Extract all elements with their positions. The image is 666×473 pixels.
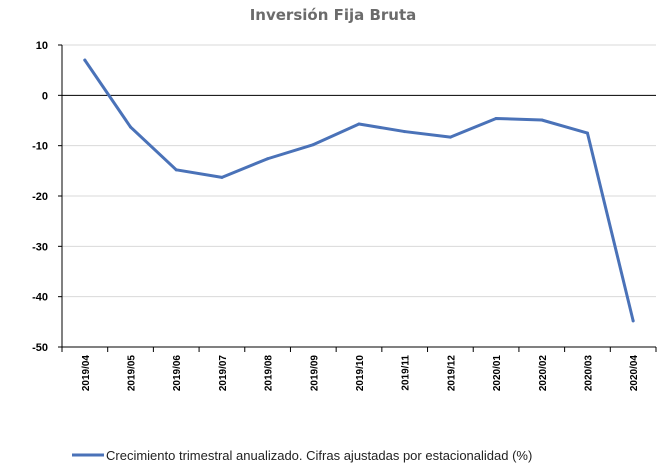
data-point — [403, 130, 407, 134]
data-point — [220, 175, 224, 179]
data-point — [311, 143, 315, 147]
x-tick-label: 2020/04 — [629, 355, 640, 392]
data-point — [129, 125, 133, 129]
x-tick-label: 2019/07 — [218, 355, 229, 392]
data-point — [83, 58, 87, 62]
series-layer — [83, 58, 635, 323]
data-point — [357, 122, 361, 126]
x-tick-label: 2020/02 — [538, 355, 549, 392]
data-point — [448, 135, 452, 139]
y-tick-label: -30 — [32, 241, 48, 253]
legend: Crecimiento trimestral anualizado. Cifra… — [72, 448, 532, 463]
data-point — [540, 118, 544, 122]
chart-title: Inversión Fija Bruta — [250, 6, 417, 24]
x-tick-label: 2019/12 — [446, 355, 457, 392]
y-axis-ticks: 10 0 -10 -20 -30 -40 -50 — [32, 40, 62, 354]
data-point — [585, 131, 589, 135]
data-point — [266, 157, 270, 161]
x-tick-label: 2019/08 — [264, 355, 275, 392]
x-tick-label: 2019/04 — [81, 355, 92, 392]
x-tick-label: 2019/05 — [127, 355, 138, 392]
x-tick-label: 2019/11 — [401, 355, 412, 391]
y-tick-label: -40 — [32, 292, 48, 304]
x-axis: 2019/04 2019/05 2019/06 2019/07 2019/08 2019/… — [61, 45, 657, 392]
y-tick-label: -50 — [32, 342, 48, 354]
series-line — [83, 58, 635, 323]
x-tick-label: 2019/09 — [309, 355, 320, 392]
x-tick-label: 2019/10 — [355, 355, 366, 392]
x-tick-label: 2020/01 — [492, 355, 503, 392]
gridlines — [62, 44, 656, 298]
data-point — [631, 319, 635, 323]
y-tick-label: 0 — [42, 90, 48, 102]
legend-label: Crecimiento trimestral anualizado. Cifra… — [106, 448, 532, 463]
data-point — [494, 116, 498, 120]
y-tick-label: 10 — [36, 40, 48, 52]
x-tick-label: 2019/06 — [172, 355, 183, 392]
x-tick-label: 2020/03 — [583, 355, 594, 392]
data-point — [174, 168, 178, 172]
y-tick-label: -10 — [32, 141, 48, 153]
y-tick-label: -20 — [32, 191, 48, 203]
